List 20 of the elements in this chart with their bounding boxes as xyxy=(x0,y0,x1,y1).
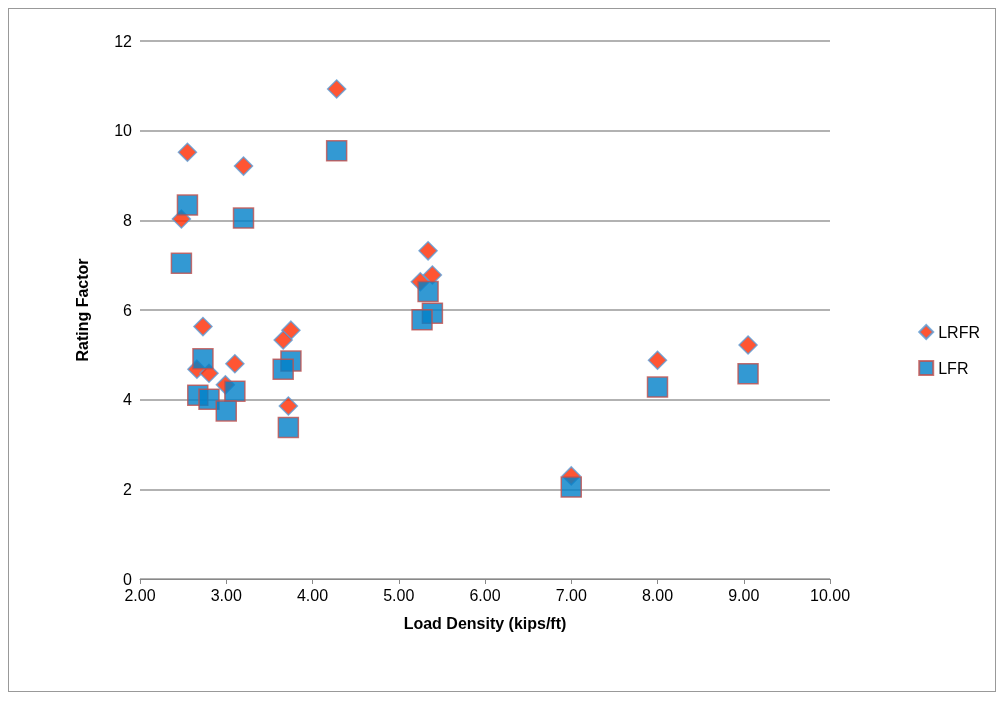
x-tick-label: 5.00 xyxy=(383,586,415,604)
y-tick-label: 0 xyxy=(123,570,133,588)
x-tick-label: 10.00 xyxy=(809,586,851,604)
y-axis-title: Rating Factor xyxy=(73,258,91,362)
x-tick-label: 9.00 xyxy=(728,586,760,604)
x-tick-label: 2.00 xyxy=(124,586,156,604)
y-tick-label: 8 xyxy=(123,211,133,229)
y-tick-label: 4 xyxy=(123,391,133,409)
y-tick-label: 12 xyxy=(114,32,133,50)
x-tick-label: 3.00 xyxy=(210,586,242,604)
x-tick-label: 6.00 xyxy=(469,586,501,604)
legend-label: LRFR xyxy=(938,323,980,341)
x-axis-title: Load Density (kips/ft) xyxy=(403,614,567,632)
y-tick-label: 6 xyxy=(123,301,133,319)
x-tick-label: 8.00 xyxy=(641,586,674,604)
y-tick-label: 2 xyxy=(123,480,133,498)
x-tick-label: 7.00 xyxy=(555,586,587,604)
y-tick-label: 10 xyxy=(114,122,133,140)
x-tick-label: 4.00 xyxy=(296,586,329,604)
legend-label: LFR xyxy=(938,359,969,377)
